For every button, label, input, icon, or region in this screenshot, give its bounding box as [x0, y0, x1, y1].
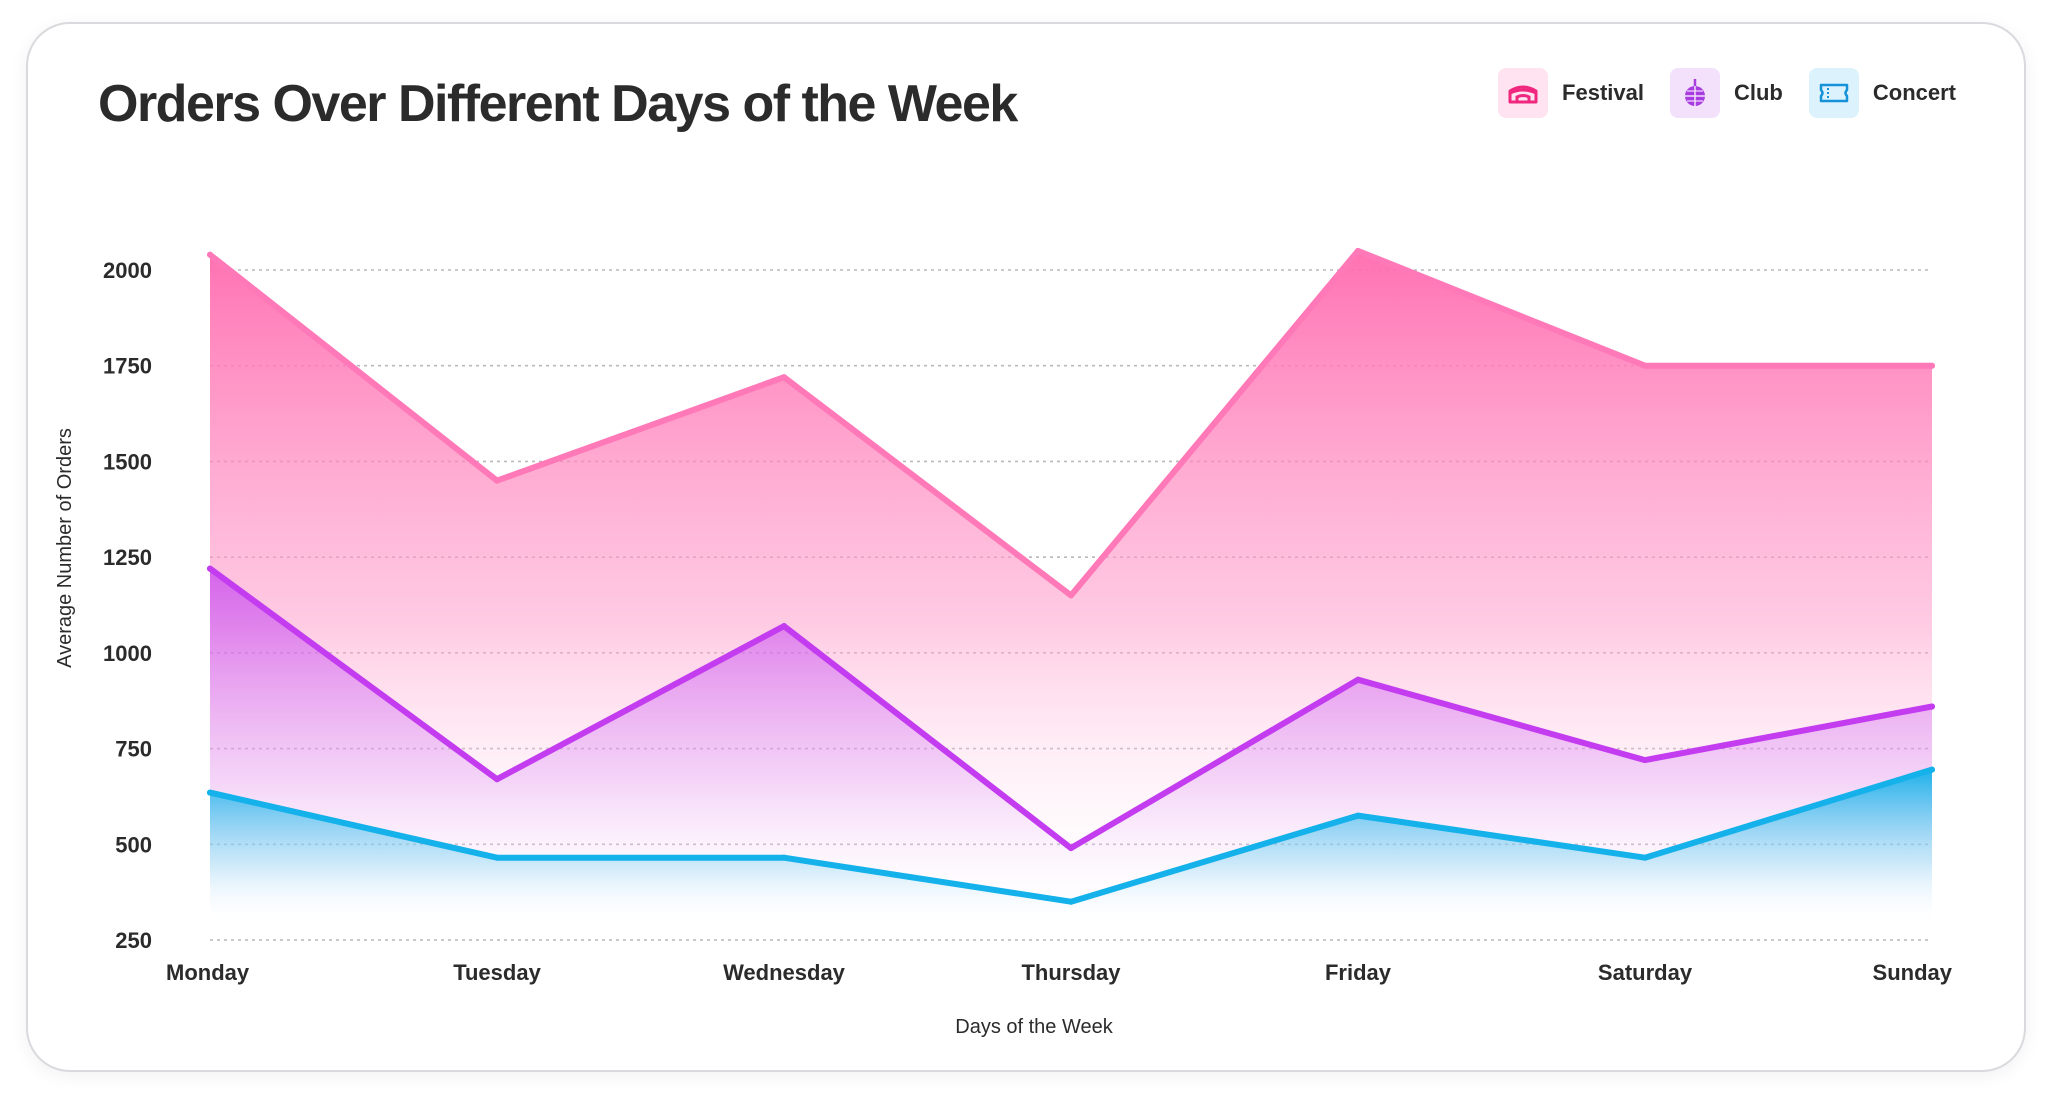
legend-item-festival[interactable]: Festival	[1498, 68, 1644, 118]
legend-label-concert: Concert	[1872, 80, 1956, 105]
point-club-saturday	[1642, 757, 1648, 764]
point-concert-monday	[207, 789, 213, 796]
disco-ball-icon	[1669, 68, 1720, 118]
stage-icon	[1498, 68, 1549, 118]
area-concert	[210, 769, 1932, 925]
y-tick-1000: 1000	[103, 641, 152, 666]
point-club-sunday	[1929, 703, 1935, 710]
legend-label-festival: Festival	[1562, 80, 1644, 105]
point-festival-wednesday	[781, 374, 787, 381]
point-festival-sunday	[1929, 362, 1935, 369]
series-areas	[210, 250, 1932, 925]
y-axis-label: Average Number of Orders	[54, 428, 76, 668]
y-tick-1500: 1500	[103, 449, 152, 474]
point-club-monday	[207, 565, 213, 572]
chart-title: Orders Over Different Days of the Week	[98, 75, 1018, 133]
point-festival-monday	[207, 251, 213, 258]
legend-item-club[interactable]: Club	[1669, 68, 1783, 118]
y-tick-2000: 2000	[103, 258, 152, 283]
y-tick-1250: 1250	[103, 545, 152, 570]
x-axis-ticks: Monday Tuesday Wednesday Thursday Friday Satu…	[166, 960, 1953, 985]
point-club-thursday	[1068, 845, 1074, 852]
y-tick-500: 500	[115, 832, 152, 857]
point-club-friday	[1355, 676, 1361, 683]
point-club-wednesday	[781, 623, 787, 630]
legend-label-club: Club	[1733, 80, 1783, 105]
y-tick-750: 750	[115, 737, 152, 762]
x-tick-saturday: Saturday	[1598, 960, 1693, 985]
point-festival-thursday	[1068, 592, 1074, 599]
point-festival-friday	[1355, 247, 1361, 254]
ticket-icon	[1808, 68, 1859, 118]
x-tick-wednesday: Wednesday	[723, 960, 846, 985]
point-festival-tuesday	[494, 477, 500, 484]
x-axis-label: Days of the Week	[955, 1016, 1113, 1038]
x-tick-tuesday: Tuesday	[453, 960, 541, 985]
x-tick-sunday: Sunday	[1873, 960, 1953, 985]
point-concert-friday	[1355, 812, 1361, 819]
y-tick-1750: 1750	[103, 354, 152, 379]
legend-item-concert[interactable]: Concert	[1808, 68, 1956, 118]
x-tick-friday: Friday	[1325, 960, 1392, 985]
x-tick-monday: Monday	[166, 960, 250, 985]
point-concert-thursday	[1068, 898, 1074, 905]
y-axis-ticks: 250 500 750 1000 1250 1500 1750 2000	[103, 258, 152, 953]
y-tick-250: 250	[115, 928, 152, 953]
point-festival-saturday	[1642, 362, 1648, 369]
point-concert-saturday	[1642, 854, 1648, 861]
point-club-tuesday	[494, 776, 500, 783]
legend: Festival Club Concert	[1498, 68, 1956, 118]
x-tick-thursday: Thursday	[1021, 960, 1121, 985]
series-lines	[207, 247, 1935, 905]
point-concert-wednesday	[781, 854, 787, 861]
point-concert-tuesday	[494, 854, 500, 861]
point-concert-sunday	[1929, 766, 1935, 773]
